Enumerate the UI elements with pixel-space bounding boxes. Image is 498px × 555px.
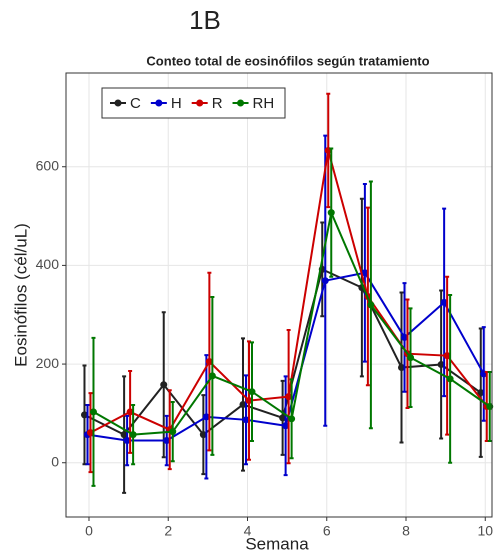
point [321,277,329,285]
y-tick-label: 200 [36,355,60,371]
point [126,408,134,416]
y-tick-label: 600 [36,157,60,173]
y-axis-label: Eosinófilos (cél/uL) [11,223,30,367]
point [169,428,177,436]
point [205,358,213,366]
y-tick-label: 0 [51,453,59,469]
point [202,413,210,421]
point [279,414,287,422]
point [163,437,171,445]
plot-background [66,73,492,517]
point [440,298,448,306]
point [123,437,131,445]
legend-label: R [212,95,223,112]
x-tick-label: 10 [477,523,493,539]
point [407,354,415,362]
point [446,375,454,383]
y-tick-label: 400 [36,256,60,272]
point [239,401,247,409]
legend-marker [237,99,245,107]
point [288,415,296,423]
legend-label: C [130,95,141,112]
x-tick-label: 4 [244,523,252,539]
point [80,411,88,419]
point [327,209,335,217]
legend-marker [196,99,204,107]
plot-border [65,72,493,518]
point [282,422,290,430]
x-tick-label: 2 [164,523,172,539]
x-axis-label: Semana [245,534,309,553]
point [285,393,293,401]
x-tick-label: 0 [85,523,93,539]
point [86,429,94,437]
legend-marker [114,99,122,107]
x-tick-label: 8 [402,523,410,539]
point [401,333,409,341]
legend-marker [155,99,163,107]
point [437,361,445,369]
point [89,408,97,416]
point [242,416,250,424]
panel-label: 1B [189,5,221,35]
legend-label: RH [253,95,275,112]
point [129,431,137,439]
point [160,381,168,389]
x-tick-label: 6 [323,523,331,539]
legend-label: H [171,95,182,112]
point [398,364,406,372]
point [367,301,375,309]
point [248,388,256,396]
point [120,431,128,439]
point [443,352,451,360]
point [361,269,369,277]
point [245,397,253,405]
chart-title: Conteo total de eosinófilos según tratam… [146,53,429,68]
point [477,389,485,397]
point [199,431,207,439]
point [208,372,216,380]
